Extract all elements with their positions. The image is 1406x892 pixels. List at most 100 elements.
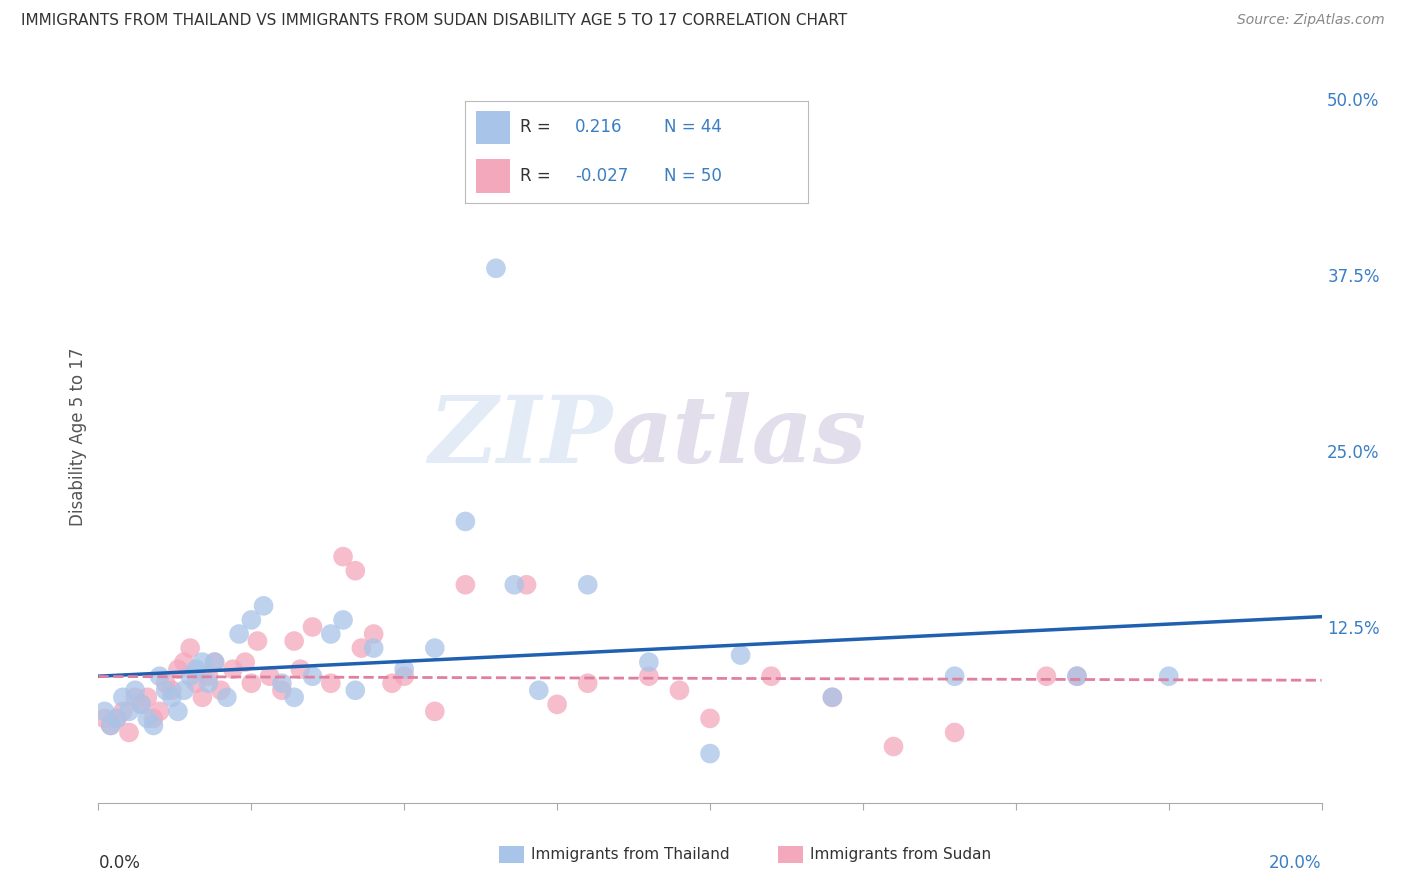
Point xyxy=(124,690,146,705)
Text: Source: ZipAtlas.com: Source: ZipAtlas.com xyxy=(1237,13,1385,28)
Text: N = 44: N = 44 xyxy=(664,119,721,136)
Point xyxy=(332,613,354,627)
Point xyxy=(270,683,292,698)
Y-axis label: Disability Age 5 to 17: Disability Age 5 to 17 xyxy=(69,348,87,526)
Point xyxy=(252,599,274,613)
Point xyxy=(105,711,128,725)
Point xyxy=(454,578,477,592)
Point xyxy=(233,655,256,669)
Point xyxy=(142,718,165,732)
Point xyxy=(546,698,568,712)
Point xyxy=(883,739,905,754)
Point xyxy=(1157,669,1180,683)
Point xyxy=(344,564,367,578)
Point xyxy=(191,655,214,669)
Point xyxy=(332,549,354,564)
Point xyxy=(240,676,263,690)
Point xyxy=(186,662,208,676)
FancyBboxPatch shape xyxy=(475,160,510,193)
Point xyxy=(301,620,323,634)
Point xyxy=(485,261,508,276)
Point xyxy=(111,690,134,705)
Point xyxy=(204,655,226,669)
Point xyxy=(759,669,782,683)
Point xyxy=(290,662,312,676)
Point xyxy=(93,705,115,719)
Point xyxy=(730,648,752,662)
Point xyxy=(576,578,599,592)
Text: 0.216: 0.216 xyxy=(575,119,623,136)
Point xyxy=(1066,669,1088,683)
Point xyxy=(246,634,269,648)
Point xyxy=(259,669,281,683)
Point xyxy=(155,683,177,698)
Point xyxy=(270,676,292,690)
Point xyxy=(301,669,323,683)
Point xyxy=(392,662,416,676)
Text: 20.0%: 20.0% xyxy=(1270,854,1322,872)
Point xyxy=(943,725,966,739)
Point xyxy=(204,655,226,669)
Point xyxy=(283,690,305,705)
Point xyxy=(668,683,690,698)
Point xyxy=(319,627,342,641)
Text: R =: R = xyxy=(520,168,551,186)
Point xyxy=(392,669,416,683)
Text: 0.0%: 0.0% xyxy=(98,854,141,872)
Point xyxy=(209,683,232,698)
Point xyxy=(350,641,373,656)
Point xyxy=(228,627,250,641)
Point xyxy=(699,747,721,761)
Point xyxy=(516,578,538,592)
Point xyxy=(167,662,190,676)
Point xyxy=(423,705,446,719)
Point xyxy=(167,705,190,719)
Text: N = 50: N = 50 xyxy=(664,168,721,186)
Text: R =: R = xyxy=(520,119,551,136)
Point xyxy=(129,698,152,712)
Point xyxy=(215,690,238,705)
Text: IMMIGRANTS FROM THAILAND VS IMMIGRANTS FROM SUDAN DISABILITY AGE 5 TO 17 CORRELA: IMMIGRANTS FROM THAILAND VS IMMIGRANTS F… xyxy=(21,13,848,29)
Point xyxy=(179,641,201,656)
Point xyxy=(344,683,367,698)
Text: atlas: atlas xyxy=(612,392,868,482)
Point xyxy=(129,698,152,712)
Point xyxy=(222,662,245,676)
Point xyxy=(821,690,844,705)
Point xyxy=(363,627,385,641)
Point xyxy=(100,718,122,732)
Point xyxy=(576,676,599,690)
Point xyxy=(319,676,342,690)
Point xyxy=(136,690,159,705)
Text: ZIP: ZIP xyxy=(427,392,612,482)
Point xyxy=(124,683,146,698)
Point xyxy=(105,711,128,725)
Point xyxy=(943,669,966,683)
Point xyxy=(155,676,177,690)
Point xyxy=(240,613,263,627)
Point xyxy=(699,711,721,725)
Point xyxy=(1066,669,1088,683)
Point xyxy=(160,690,183,705)
Point xyxy=(197,669,219,683)
Point xyxy=(149,669,172,683)
Point xyxy=(637,655,661,669)
Text: Immigrants from Sudan: Immigrants from Sudan xyxy=(810,847,991,862)
Point xyxy=(118,725,141,739)
Point xyxy=(1035,669,1057,683)
FancyBboxPatch shape xyxy=(475,111,510,145)
Point xyxy=(637,669,661,683)
Point xyxy=(503,578,526,592)
Point xyxy=(527,683,550,698)
Text: Immigrants from Thailand: Immigrants from Thailand xyxy=(531,847,730,862)
Point xyxy=(186,676,208,690)
Point xyxy=(136,711,159,725)
Text: -0.027: -0.027 xyxy=(575,168,628,186)
Point xyxy=(381,676,404,690)
Point xyxy=(142,711,165,725)
Point xyxy=(118,705,141,719)
Point xyxy=(423,641,446,656)
Point xyxy=(111,705,134,719)
Point xyxy=(173,683,195,698)
Point xyxy=(191,690,214,705)
